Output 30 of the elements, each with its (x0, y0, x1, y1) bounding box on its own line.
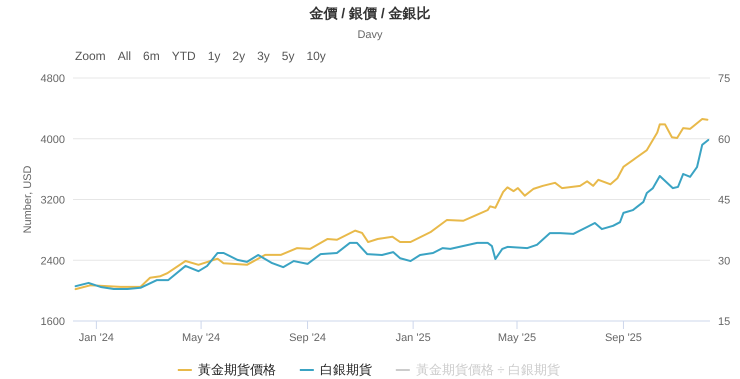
x-tick-label: May '25 (498, 332, 536, 344)
text: 6m (143, 49, 160, 63)
text: 3y (257, 49, 270, 63)
text: Zoom (75, 49, 106, 63)
y-tick-label: 2400 (40, 255, 65, 268)
text: 10y (306, 49, 326, 63)
x-tick-label: Jan '24 (78, 332, 114, 344)
text: 1y (208, 49, 220, 63)
x-tick-label: Sep '24 (289, 332, 326, 344)
y-tick-label: 1600 (40, 316, 65, 328)
y2-tick-label: 30 (718, 255, 730, 268)
y2-tick-label: 60 (718, 134, 730, 146)
legend-label: 白銀期貨 (320, 362, 372, 377)
y-tick-label: 4800 (40, 73, 65, 85)
text: 2y (232, 49, 246, 63)
chart-title: 金價 / 銀價 / 金銀比 (308, 5, 431, 21)
y-axis-title: Number, USD (22, 166, 34, 234)
text: YTD (172, 49, 196, 63)
text: 5y (282, 49, 294, 63)
chart-subtitle: Davy (357, 29, 384, 41)
y2-tick-label: 75 (718, 73, 730, 85)
y2-tick-label: 45 (718, 194, 730, 206)
legend-label: 黃金期貨價格 (198, 362, 276, 377)
y-tick-label: 4000 (40, 134, 65, 146)
y2-tick-label: 15 (718, 316, 730, 328)
text: All (118, 49, 132, 63)
x-tick-label: Sep '25 (604, 332, 642, 344)
x-tick-label: May '24 (182, 332, 220, 344)
x-tick-label: Jan '25 (396, 332, 431, 344)
y-tick-label: 3200 (40, 194, 65, 206)
